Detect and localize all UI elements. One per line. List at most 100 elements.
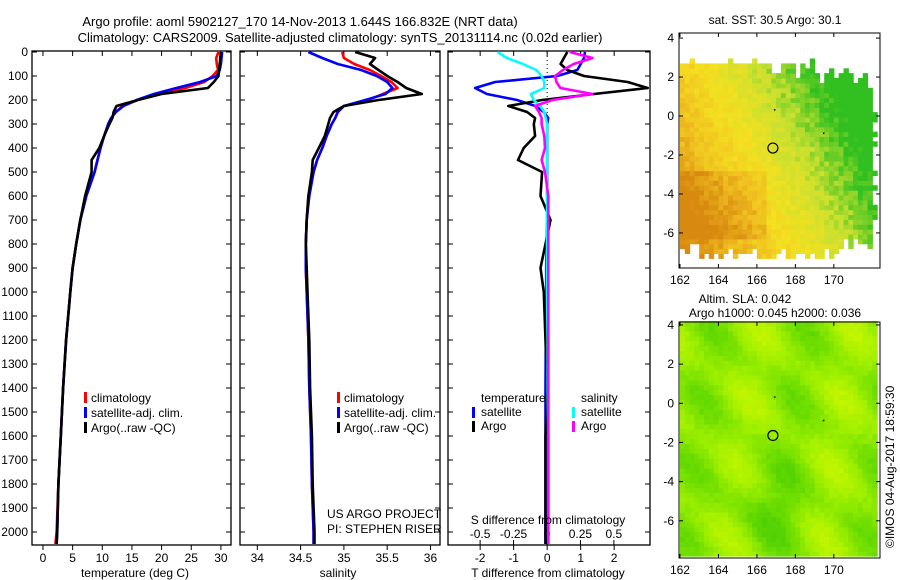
map-cell [776,370,782,376]
map-cell [766,551,772,557]
map-cell [732,156,739,162]
sst-map-title: sat. SST: 30.5 Argo: 30.1 [709,13,842,27]
map-cell [867,121,873,128]
map-cell [761,507,768,513]
map-cell [867,433,873,440]
map-cell [785,185,792,191]
map-cell [761,350,768,356]
map-cell [713,97,719,103]
map-cell [867,325,873,332]
map-cell [809,384,816,391]
map-cell [756,131,763,138]
map-cell [833,340,840,347]
map-cell [747,438,753,444]
map-cell [689,185,695,191]
pi-label: PI: STEPHEN RISER [327,522,442,536]
map-cell [829,389,835,396]
map-cell [713,63,719,69]
map-cell [771,365,777,371]
map-cell [742,394,748,400]
map-cell [708,541,715,547]
map-cell [680,156,686,162]
map-cell [680,423,686,430]
map-cell [756,325,763,332]
map-cell [857,82,864,89]
map-cell [829,438,835,444]
map-cell [771,82,777,89]
map-cell [853,409,859,415]
map-cell [756,463,763,469]
map-cell [795,404,801,410]
map-cell [795,243,801,250]
map-cell [737,350,744,356]
map-cell [680,87,686,94]
map-cell [752,82,758,89]
map-cell [689,497,695,503]
map-cell [728,492,734,498]
map-cell [718,330,724,337]
map-cell [752,243,758,250]
map-cell [704,350,710,356]
map-cell [795,551,801,557]
map-cell [862,190,869,196]
map-cell [795,472,801,479]
map-cell [809,325,816,332]
map-cell [713,541,719,547]
map-cell [713,350,719,356]
map-cell [756,175,763,181]
map-cell [771,428,777,435]
map-cell [771,374,777,381]
map-cell [862,117,869,123]
map-cell [780,335,787,342]
map-cell [737,340,744,347]
map-cell [747,146,753,152]
map-cell [848,374,854,381]
map-cell [780,73,787,79]
map-cell [684,409,691,415]
track-dot [773,109,776,111]
map-cell [790,526,796,533]
map-cell [829,330,835,337]
x-tick-label: 0 [544,551,551,565]
map-cell [771,73,777,79]
map-cell [704,394,710,400]
map-cell [867,399,873,405]
map-cell [694,141,700,147]
map-cell [853,536,859,542]
map-cell [694,379,700,386]
map-cell [752,68,758,74]
map-cell [708,243,715,250]
map-cell [862,458,869,464]
map-cell [867,453,873,459]
map-cell [857,453,864,459]
map-cell [814,253,820,259]
map-cell [785,330,792,337]
map-cell [814,350,820,356]
map-cell [680,136,686,142]
map-cell [737,330,744,337]
map-cell [704,428,710,435]
map-cell [843,325,849,332]
map-cell [771,199,777,206]
map-cell [694,516,700,523]
map-cell [785,414,792,420]
map-cell [723,345,729,351]
map-cell [819,536,825,542]
map-cell [776,467,782,474]
map-cell [829,68,835,74]
map-cell [814,482,820,489]
map-cell [732,360,739,366]
map-cell [752,365,758,371]
map-cell [704,438,710,444]
map-cell [742,551,748,557]
map-cell [742,97,748,103]
map-cell [718,536,724,542]
map-cell [689,350,695,356]
map-cell [809,448,816,454]
map-cell [708,458,715,464]
map-cell [853,131,859,138]
map-cell [795,443,801,449]
map-cell [872,414,878,420]
map-cell [833,121,840,128]
map-cell [742,78,748,84]
